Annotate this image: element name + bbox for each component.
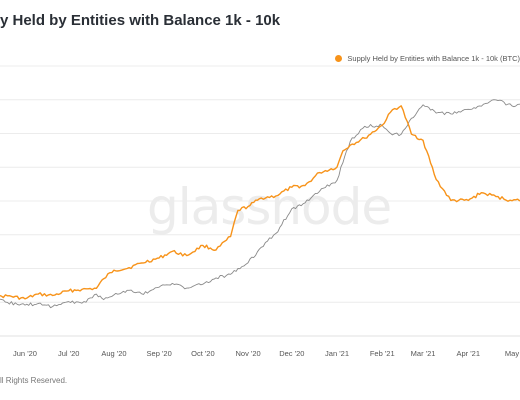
watermark-logo: glassnode: [147, 178, 392, 236]
x-tick-label: Jul '20: [58, 349, 79, 358]
legend-marker: [335, 55, 343, 62]
x-tick-label: Dec '20: [279, 349, 304, 358]
x-tick-label: Sep '20: [147, 349, 172, 358]
x-tick-label: Jan '21: [325, 349, 349, 358]
series-line-secondary[interactable]: [0, 99, 520, 309]
legend-label: Supply Held by Entities with Balance 1k …: [347, 54, 520, 63]
x-tick-label: Nov '20: [235, 349, 260, 358]
legend[interactable]: Supply Held by Entities with Balance 1k …: [335, 54, 520, 63]
x-tick-label: Feb '21: [370, 349, 395, 358]
x-tick-label: Oct '20: [191, 349, 215, 358]
series-line-supply[interactable]: [0, 105, 520, 300]
x-tick-label: Apr '21: [456, 349, 480, 358]
x-tick-label: Mar '21: [411, 349, 436, 358]
copyright-footer: ll Rights Reserved.: [0, 376, 68, 385]
series-lines: [0, 99, 520, 309]
x-tick-label: Jun '20: [13, 349, 37, 358]
x-tick-labels: Jun '20 Jul '20 Aug '20 Sep '20 Oct '20 Nov '…: [13, 349, 519, 358]
x-tick-label: Aug '20: [101, 349, 126, 358]
chart-title: y Held by Entities with Balance 1k - 10k: [0, 12, 281, 29]
grid-lines: [0, 65, 520, 303]
x-tick-label: May: [505, 349, 519, 358]
